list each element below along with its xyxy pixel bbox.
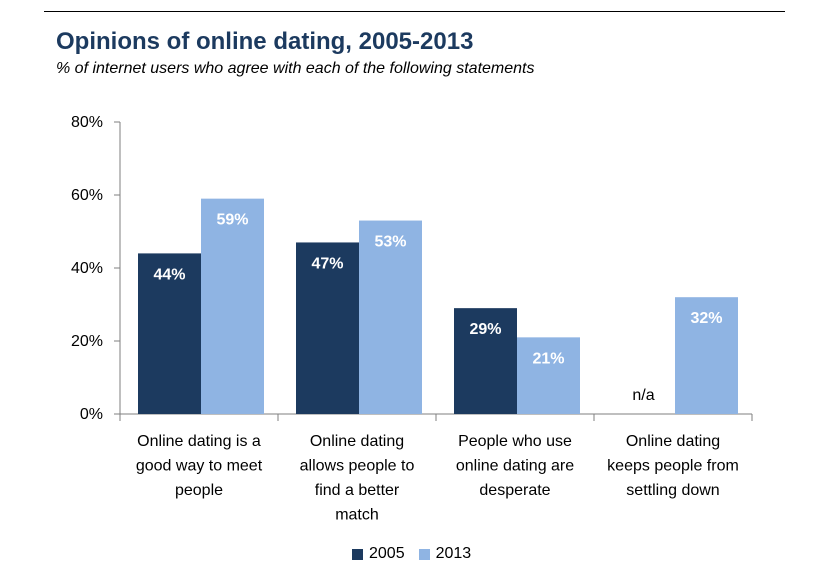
bar-2013	[359, 220, 422, 414]
y-tick-label: 0%	[80, 406, 103, 423]
bar-2013	[201, 198, 264, 414]
x-category-label-line: settling down	[626, 482, 719, 499]
legend-label-2005: 2005	[369, 545, 405, 562]
bar-2005	[138, 253, 201, 414]
x-category-label-line: allows people to	[300, 458, 415, 475]
x-category-label-line: Online dating is a	[137, 433, 261, 450]
bar-value-label: 47%	[311, 255, 343, 272]
x-category-label-line: good way to meet	[136, 458, 263, 475]
x-category-label: Online dating allows people to find a bett…	[300, 433, 415, 524]
y-tick-label: 80%	[71, 114, 103, 131]
x-category-label-line: find a better	[315, 482, 400, 499]
legend-label-2013: 2013	[435, 545, 472, 562]
bar-value-label: 59%	[216, 212, 248, 229]
bar-value-label: 21%	[532, 350, 564, 367]
x-category-label-line: match	[335, 507, 379, 524]
chart-subtitle: % of internet users who agree with each …	[56, 60, 535, 77]
x-category-label-line: keeps people from	[607, 458, 739, 475]
legend-swatch-2005	[352, 548, 363, 560]
bar-2005	[454, 308, 517, 414]
x-category-label: Online dating is a good way to meet people	[136, 433, 263, 499]
bar-2005	[296, 242, 359, 414]
legend-item-2005: 2005	[352, 545, 405, 563]
y-tick-label: 20%	[71, 333, 103, 350]
bar-value-label: 44%	[153, 266, 185, 283]
x-category-label-line: people	[175, 482, 223, 499]
bar-2013	[517, 337, 580, 414]
x-category-label-line: online dating are	[456, 458, 574, 475]
x-category-label-line: Online dating	[310, 433, 404, 450]
y-tick-label: 40%	[71, 260, 103, 277]
x-category-label: Online dating keeps people from settling d…	[607, 433, 739, 499]
x-category-label-line: Online dating	[626, 433, 720, 450]
bar-2013	[675, 297, 738, 414]
top-rule	[44, 11, 785, 12]
bar-value-label: 29%	[469, 321, 501, 338]
chart-title: Opinions of online dating, 2005-2013	[56, 28, 474, 55]
legend-item-2013: 2013	[418, 545, 472, 563]
bar-value-label: 32%	[690, 310, 722, 327]
bar-label-na: n/a	[632, 387, 654, 404]
legend-swatch-2013	[418, 548, 430, 560]
y-tick-label: 60%	[71, 187, 103, 204]
x-category-label-line: People who use	[458, 433, 572, 450]
legend: 2005 2013	[352, 545, 485, 563]
x-category-label: People who use online dating are desperate	[456, 433, 574, 499]
x-category-label-line: desperate	[479, 482, 550, 499]
bar-value-label: 53%	[374, 234, 406, 251]
